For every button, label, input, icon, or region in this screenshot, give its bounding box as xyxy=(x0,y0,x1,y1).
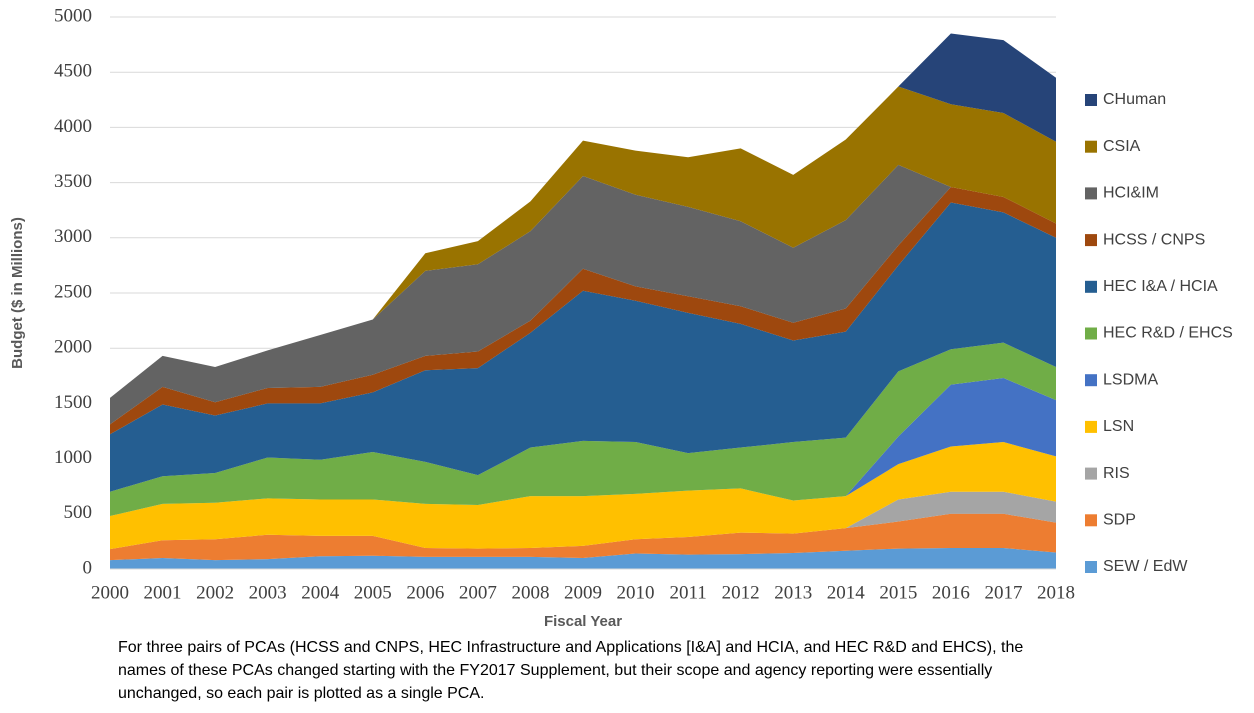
x-tick-label: 2000 xyxy=(91,582,129,603)
x-tick-label: 2012 xyxy=(722,582,760,603)
legend-swatch xyxy=(1085,280,1097,293)
area xyxy=(110,187,1056,435)
legend-swatch xyxy=(1085,514,1097,527)
y-tick-label: 5000 xyxy=(54,5,92,26)
x-tick-label: 2002 xyxy=(196,582,234,603)
legend-label: HEC I&A / HCIA xyxy=(1103,278,1218,295)
x-tick-label: 2010 xyxy=(617,582,655,603)
legend-swatch xyxy=(1085,561,1097,573)
y-tick-label: 1000 xyxy=(54,447,92,468)
area xyxy=(110,342,1056,517)
legend-label: SEW / EdW xyxy=(1103,558,1188,575)
legend-swatch xyxy=(1085,467,1097,480)
legend-swatch xyxy=(1085,140,1097,153)
y-tick-label: 4500 xyxy=(54,61,92,82)
x-tick-label: 2008 xyxy=(511,582,549,603)
legend-label: HEC R&D / EHCS xyxy=(1103,325,1233,342)
legend-label: LSDMA xyxy=(1103,371,1158,388)
legend-swatch xyxy=(1085,94,1097,106)
x-tick-label: 2014 xyxy=(827,582,866,603)
area xyxy=(110,491,1056,550)
legend-label: HCI&IM xyxy=(1103,185,1159,202)
legend-label: LSN xyxy=(1103,418,1134,435)
area xyxy=(110,164,1056,425)
y-tick-label: 3000 xyxy=(54,226,92,247)
y-tick-label: 1500 xyxy=(54,392,92,413)
legend-swatch xyxy=(1085,374,1097,387)
area xyxy=(110,86,1056,398)
x-tick-label: 2016 xyxy=(932,582,970,603)
y-tick-label: 2500 xyxy=(54,281,92,302)
y-tick-label: 2000 xyxy=(54,337,92,358)
legend-swatch xyxy=(1085,234,1097,247)
area xyxy=(110,548,1056,569)
area xyxy=(110,378,1056,517)
x-tick-label: 2011 xyxy=(669,582,706,603)
x-tick-label: 2017 xyxy=(984,582,1022,603)
x-tick-label: 2005 xyxy=(354,582,392,603)
x-tick-label: 2001 xyxy=(144,582,182,603)
legend-label: RIS xyxy=(1103,465,1130,482)
legend-swatch xyxy=(1085,420,1097,433)
area xyxy=(110,442,1056,550)
legend-label: HCSS / CNPS xyxy=(1103,231,1205,248)
legend-label: CSIA xyxy=(1103,138,1141,155)
y-tick-label: 500 xyxy=(64,502,93,523)
x-tick-label: 2006 xyxy=(406,582,444,603)
legend-label: CHuman xyxy=(1103,91,1166,108)
y-tick-label: 3500 xyxy=(54,171,92,192)
area xyxy=(110,33,1056,398)
x-tick-label: 2007 xyxy=(459,582,497,603)
x-tick-label: 2013 xyxy=(774,582,812,603)
legend-swatch xyxy=(1085,327,1097,340)
area xyxy=(110,202,1056,492)
x-tick-label: 2004 xyxy=(301,582,340,603)
legend-swatch xyxy=(1085,187,1097,200)
y-axis-label: Budget ($ in Millions) xyxy=(9,217,26,369)
x-tick-label: 2003 xyxy=(249,582,287,603)
x-axis-label: Fiscal Year xyxy=(544,613,622,630)
legend-label: SDP xyxy=(1103,512,1136,529)
footnote: For three pairs of PCAs (HCSS and CNPS, … xyxy=(118,639,1024,702)
x-tick-label: 2009 xyxy=(564,582,602,603)
x-tick-label: 2015 xyxy=(879,582,917,603)
y-tick-label: 0 xyxy=(83,557,93,578)
y-tick-label: 4000 xyxy=(54,116,92,137)
area xyxy=(110,513,1056,561)
x-tick-label: 2018 xyxy=(1037,582,1075,603)
